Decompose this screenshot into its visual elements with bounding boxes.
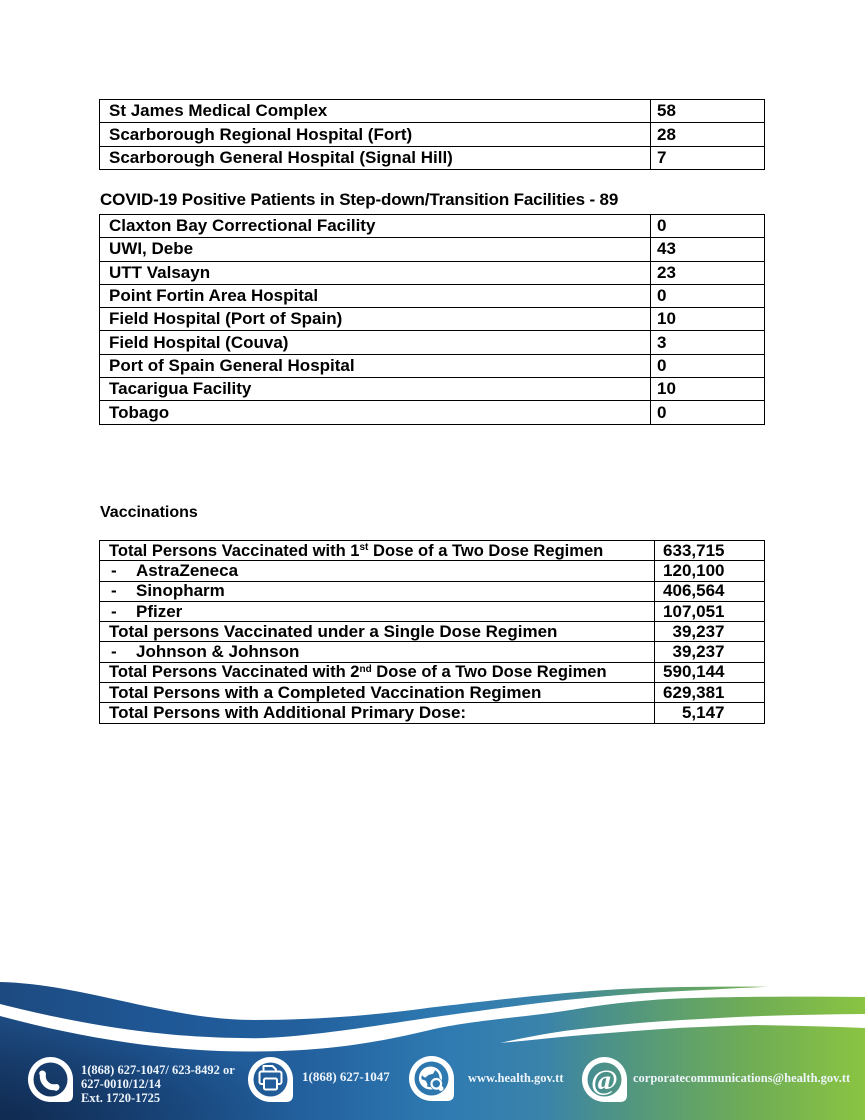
svg-text:@: @ <box>591 1065 618 1097</box>
